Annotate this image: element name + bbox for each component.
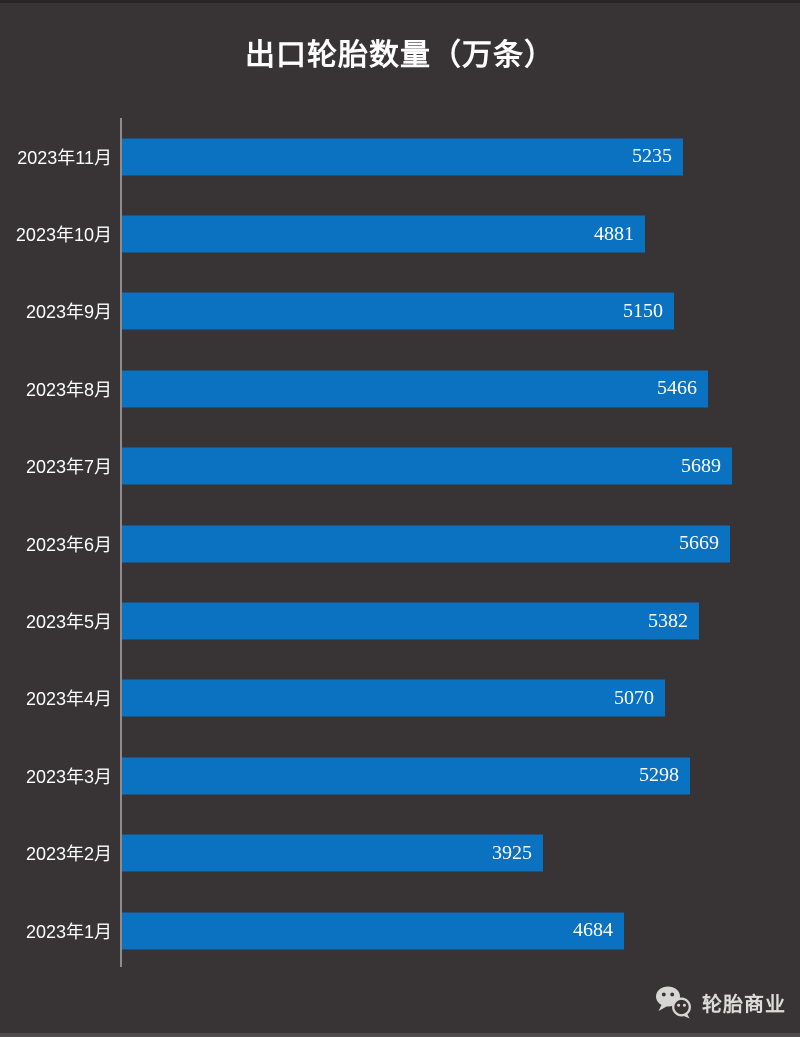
bar-row: 2023年8月 5466 [0,350,800,427]
bar: 5150 [122,292,674,330]
bar-row: 2023年11月 5235 [0,118,800,195]
bar: 5466 [122,370,708,408]
category-label: 2023年11月 [17,147,112,168]
value-label: 4684 [573,919,613,942]
wechat-icon [656,986,691,1019]
value-label: 5150 [623,299,663,322]
category-label: 2023年1月 [25,921,112,942]
y-axis-line [120,118,122,967]
bar-row: 2023年10月 4881 [0,195,800,272]
brand-footer: 轮胎商业 [653,984,786,1020]
value-label: 5466 [657,377,697,400]
category-label: 2023年6月 [25,534,112,555]
category-label: 2023年2月 [25,844,112,865]
bar: 5382 [122,602,699,640]
value-label: 5235 [632,145,672,168]
plot-area: 2023年11月 5235 2023年10月 4881 2023年9月 5150 2023年… [0,118,800,970]
bar-row: 2023年1月 4684 [0,892,800,969]
chart-title: 出口轮胎数量（万条） [245,39,555,72]
bar: 5235 [122,138,683,176]
bar: 5669 [122,525,730,563]
bar-row: 2023年3月 5298 [0,737,800,814]
bar-row: 2023年6月 5669 [0,505,800,582]
value-label: 5070 [614,686,654,709]
category-label: 2023年8月 [25,379,112,400]
bar: 4881 [122,215,645,253]
category-label: 2023年10月 [15,225,112,246]
brand-name: 轮胎商业 [702,993,786,1016]
value-label: 5669 [679,532,719,555]
bar: 4684 [122,912,624,950]
bar-row: 2023年4月 5070 [0,660,800,737]
category-label: 2023年7月 [25,457,112,478]
value-label: 4881 [594,222,634,245]
value-label: 5382 [648,609,688,632]
bar: 3925 [122,834,543,872]
value-label: 5298 [639,764,679,787]
category-label: 2023年3月 [25,766,112,787]
bar-row: 2023年7月 5689 [0,428,800,505]
value-label: 3925 [492,841,532,864]
category-label: 2023年5月 [25,612,112,633]
bar: 5070 [122,679,665,717]
bar-rows: 2023年11月 5235 2023年10月 4881 2023年9月 5150 2023年… [0,118,800,969]
bar: 5689 [122,447,732,485]
bar-row: 2023年5月 5382 [0,582,800,659]
bar-row: 2023年9月 5150 [0,273,800,350]
category-label: 2023年4月 [25,689,112,710]
bar-row: 2023年2月 3925 [0,815,800,892]
value-label: 5689 [681,454,721,477]
category-label: 2023年9月 [25,302,112,323]
bar: 5298 [122,757,690,795]
